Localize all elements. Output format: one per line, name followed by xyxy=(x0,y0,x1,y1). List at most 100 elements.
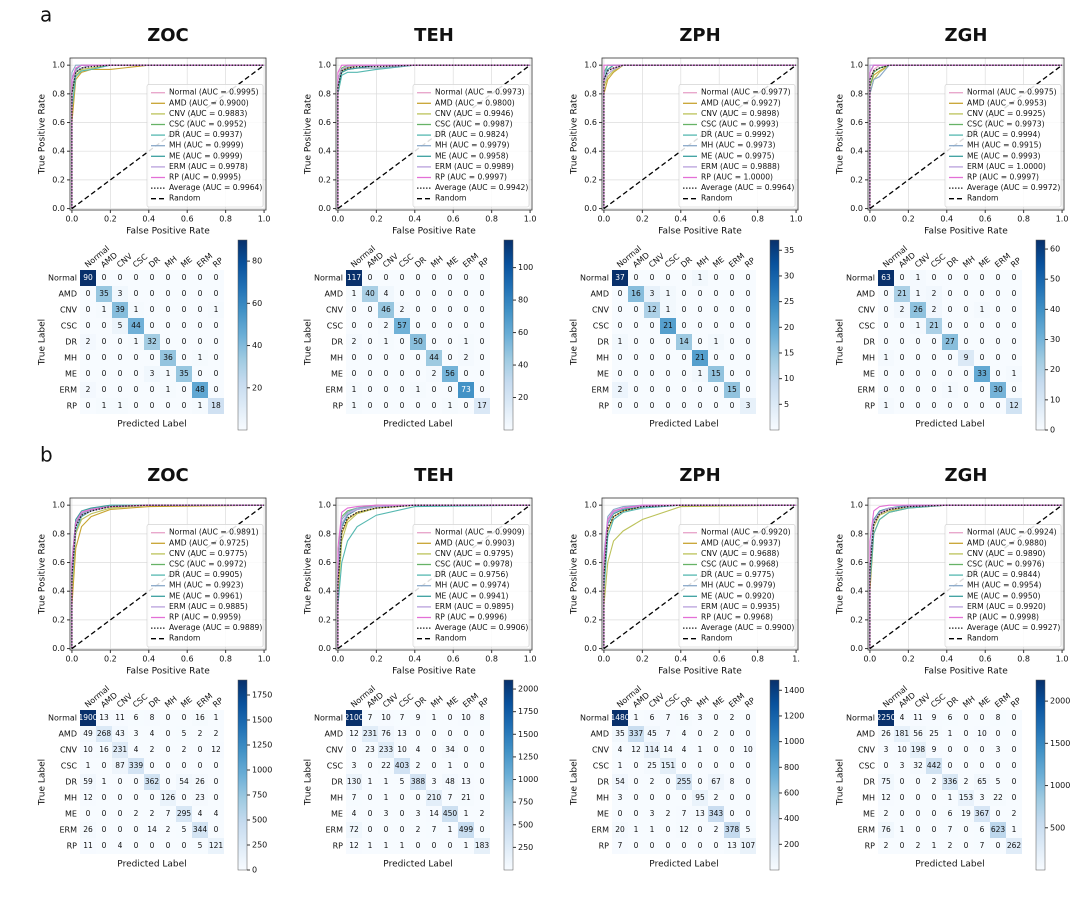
cell-value: 0 xyxy=(416,401,421,410)
cell-value: 0 xyxy=(650,337,655,346)
matrix-cell xyxy=(878,382,894,398)
cell-value: 0 xyxy=(698,761,703,770)
colorbar xyxy=(237,239,248,431)
colorbar-tick-label: 1750 xyxy=(518,707,538,716)
row-label: CNV xyxy=(326,306,344,315)
matrix-cell xyxy=(942,790,958,806)
matrix-cell xyxy=(644,318,660,334)
cell-value: 0 xyxy=(730,401,735,410)
matrix-cell xyxy=(426,318,442,334)
cell-value: 2 xyxy=(714,825,719,834)
matrix-cell xyxy=(426,790,442,806)
cell-value: 0 xyxy=(714,713,719,722)
column-label: CSC xyxy=(929,252,948,270)
matrix-cell xyxy=(644,742,660,758)
cell-value: 0 xyxy=(666,353,671,362)
matrix-cell xyxy=(442,790,458,806)
cell-value: 0 xyxy=(698,385,703,394)
matrix-cell xyxy=(692,398,708,414)
cell-value: 3 xyxy=(416,809,421,818)
matrix-cell xyxy=(926,822,942,838)
cell-value: 2 xyxy=(86,337,91,346)
roc-curve xyxy=(603,504,797,649)
cell-value: 0 xyxy=(900,273,905,282)
matrix-cell xyxy=(96,838,112,854)
matrix-cell xyxy=(974,286,990,302)
matrix-cell xyxy=(378,302,394,318)
colorbar-tick-label: 1500 xyxy=(518,730,538,739)
cell-value: 0 xyxy=(214,761,219,770)
matrix-cell xyxy=(128,822,144,838)
matrix-cell xyxy=(926,382,942,398)
cell-value: 95 xyxy=(695,793,705,802)
cell-value: 0 xyxy=(666,369,671,378)
cell-value: 0 xyxy=(746,289,751,298)
cell-value: 0 xyxy=(368,809,373,818)
cell-value: 7 xyxy=(400,713,405,722)
matrix-cell xyxy=(692,318,708,334)
cell-value: 2 xyxy=(464,353,469,362)
matrix-cell xyxy=(176,774,192,790)
matrix-cell xyxy=(942,398,958,414)
matrix-cell xyxy=(878,838,894,854)
matrix-cell xyxy=(176,270,192,286)
matrix-cell xyxy=(894,270,910,286)
matrix-cell xyxy=(192,742,208,758)
colorbar-tick-label: 1500 xyxy=(252,716,272,725)
matrix-cell xyxy=(176,726,192,742)
matrix-cell xyxy=(112,806,128,822)
cell-value: 117 xyxy=(347,273,362,282)
legend-label: Random xyxy=(967,634,998,643)
x-tick-label: 0.4 xyxy=(940,655,953,664)
colorbar xyxy=(769,239,780,431)
y-tick-label: 0.4 xyxy=(318,587,331,596)
matrix-cell xyxy=(144,398,160,414)
matrix-cell xyxy=(474,382,490,398)
cell-value: 0 xyxy=(352,321,357,330)
matrix-cell xyxy=(676,334,692,350)
y-tick-label: 0.4 xyxy=(52,147,65,156)
cell-value: 20 xyxy=(615,825,625,834)
matrix-cell xyxy=(362,350,378,366)
cell-value: 1 xyxy=(102,401,107,410)
cell-value: 0 xyxy=(400,825,405,834)
legend-label: MH (AUC = 0.9979) xyxy=(701,581,775,590)
cell-value: 0 xyxy=(182,289,187,298)
matrix-cell xyxy=(612,822,628,838)
x-tick-label: 1. xyxy=(792,655,800,664)
cell-value: 13 xyxy=(397,729,407,738)
cell-value: 0 xyxy=(118,809,123,818)
cell-value: 0 xyxy=(150,273,155,282)
matrix-cell xyxy=(894,742,910,758)
matrix-cell xyxy=(442,382,458,398)
matrix-cell xyxy=(80,318,96,334)
cell-value: 21 xyxy=(461,793,471,802)
cell-value: 0 xyxy=(634,305,639,314)
matrix-cell xyxy=(346,366,362,382)
y-tick-label: 0.8 xyxy=(318,89,331,98)
matrix-cell xyxy=(878,758,894,774)
chart-title: ZOC xyxy=(147,465,189,486)
matrix-cell xyxy=(458,726,474,742)
cell-value: 1 xyxy=(948,385,953,394)
row-label: ERM xyxy=(325,826,343,835)
cell-value: 0 xyxy=(698,777,703,786)
cell-value: 0 xyxy=(214,289,219,298)
cell-value: 0 xyxy=(368,353,373,362)
cell-value: 0 xyxy=(730,761,735,770)
x-tick-label: 0.2 xyxy=(104,215,117,224)
matrix-cell xyxy=(894,350,910,366)
cell-value: 7 xyxy=(666,729,671,738)
matrix-cell xyxy=(910,318,926,334)
matrix-cell xyxy=(740,318,756,334)
matrix-cell xyxy=(926,334,942,350)
cell-value: 0 xyxy=(932,825,937,834)
matrix-cell xyxy=(458,334,474,350)
cell-value: 0 xyxy=(134,353,139,362)
matrix-cell xyxy=(990,350,1006,366)
cell-value: 1 xyxy=(1012,825,1017,834)
cell-value: 9 xyxy=(416,713,421,722)
x-tick-label: 0.8 xyxy=(1017,215,1030,224)
matrix-cell xyxy=(80,350,96,366)
matrix-cell xyxy=(974,302,990,318)
